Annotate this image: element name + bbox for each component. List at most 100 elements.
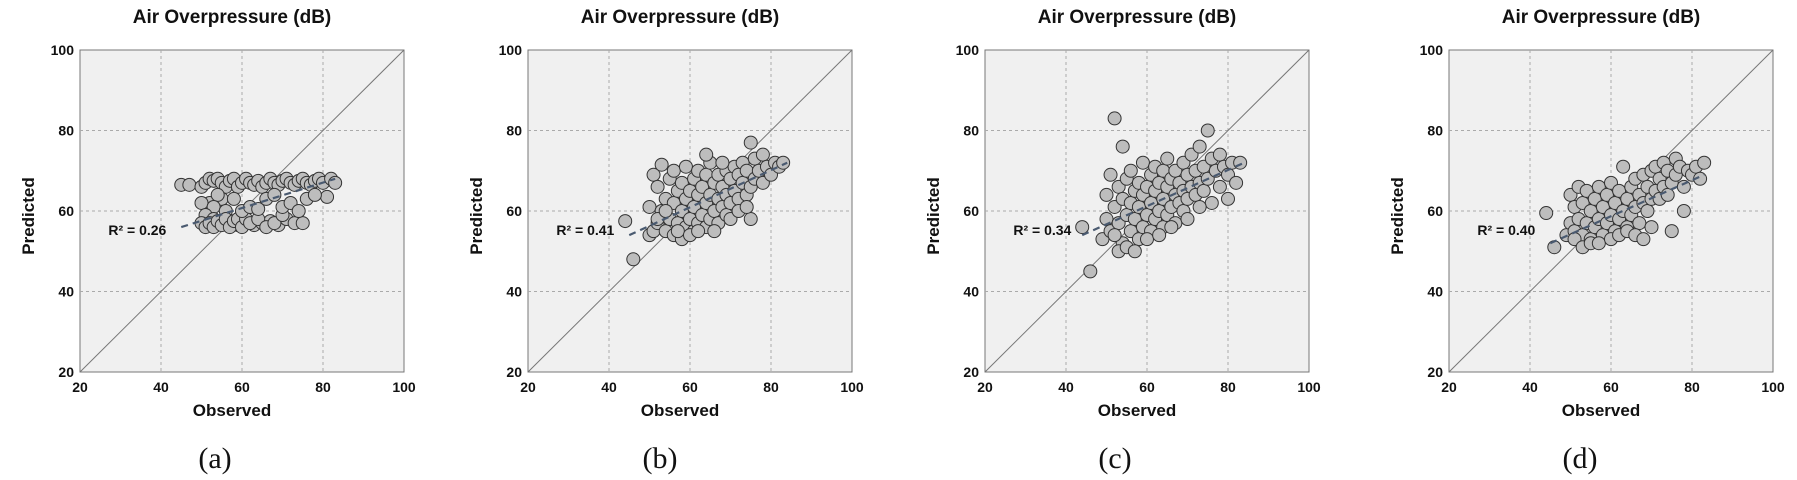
- data-point: [1229, 175, 1244, 190]
- data-point: [1152, 228, 1167, 243]
- data-point: [739, 199, 754, 214]
- data-point: [1212, 147, 1227, 162]
- x-tick-label: 60: [682, 379, 698, 395]
- r-squared-label: R² = 0.40: [1477, 222, 1535, 238]
- y-tick-label: 80: [963, 123, 979, 139]
- chart-title: Air Overpressure (dB): [133, 7, 332, 28]
- data-point: [1233, 155, 1248, 170]
- data-point: [626, 252, 641, 267]
- data-point: [194, 195, 209, 210]
- y-axis-label: Predicted: [19, 177, 38, 254]
- x-tick-label: 100: [1761, 379, 1785, 395]
- data-point: [1192, 139, 1207, 154]
- scatter-panel-c: 20 20 40 40 60 60 80 80 100 100 R² = 0.34 Air Overp…: [905, 0, 1335, 430]
- data-point: [328, 175, 343, 190]
- data-point: [1135, 155, 1150, 170]
- x-tick-label: 40: [153, 379, 169, 395]
- y-axis-label: Predicted: [1388, 177, 1407, 254]
- y-tick-label: 60: [963, 203, 979, 219]
- data-point: [1099, 187, 1114, 202]
- trend-line: [1081, 161, 1245, 237]
- x-tick-label: 20: [72, 379, 88, 395]
- x-tick-label: 80: [1684, 379, 1700, 395]
- data-point: [650, 179, 665, 194]
- y-tick-label: 40: [506, 284, 522, 300]
- r-squared-label: R² = 0.26: [108, 222, 166, 238]
- y-tick-label: 40: [58, 284, 74, 300]
- y-axis-label: Predicted: [924, 177, 943, 254]
- data-point: [1697, 155, 1712, 170]
- scatter-panel-a: 20 20 40 40 60 60 80 80 100 100 R² = 0.26 Air Overp…: [0, 0, 430, 430]
- y-tick-label: 100: [51, 42, 75, 58]
- y-tick-label: 60: [58, 203, 74, 219]
- data-point: [670, 224, 685, 239]
- data-point: [715, 155, 730, 170]
- x-tick-label: 20: [977, 379, 993, 395]
- data-point: [1636, 232, 1651, 247]
- caption-a: (a): [198, 442, 232, 475]
- data-point: [1664, 224, 1679, 239]
- data-point: [1083, 264, 1098, 279]
- y-tick-label: 80: [58, 123, 74, 139]
- trend-line: [628, 161, 788, 237]
- data-point: [1140, 232, 1154, 247]
- x-tick-label: 40: [1058, 379, 1074, 395]
- caption-b: (b): [642, 442, 678, 475]
- y-tick-label: 80: [1427, 123, 1443, 139]
- x-tick-label: 60: [1603, 379, 1619, 395]
- y-tick-label: 20: [963, 364, 979, 380]
- x-tick-label: 100: [840, 379, 864, 395]
- data-point: [699, 147, 714, 162]
- data-point: [1160, 151, 1175, 166]
- y-tick-label: 60: [506, 203, 522, 219]
- x-tick-label: 40: [1522, 379, 1538, 395]
- chart-title: Air Overpressure (dB): [581, 7, 780, 28]
- data-point: [743, 212, 758, 227]
- caption-d: (d): [1562, 442, 1598, 475]
- data-point: [251, 201, 266, 216]
- x-axis-label: Observed: [193, 401, 271, 420]
- data-point: [618, 214, 633, 229]
- data-point: [1196, 183, 1211, 198]
- data-point: [1204, 195, 1219, 210]
- data-point: [755, 147, 770, 162]
- data-point: [1539, 206, 1554, 221]
- y-tick-label: 80: [506, 123, 522, 139]
- y-tick-label: 40: [963, 284, 979, 300]
- data-point: [658, 204, 673, 218]
- x-tick-label: 20: [520, 379, 536, 395]
- data-point: [691, 224, 706, 239]
- data-point: [1644, 220, 1659, 235]
- data-point: [1107, 228, 1122, 243]
- r-squared-label: R² = 0.41: [556, 222, 614, 238]
- data-point: [678, 159, 693, 174]
- data-point: [226, 191, 241, 206]
- data-point: [210, 187, 225, 202]
- data-point: [182, 177, 197, 192]
- x-tick-label: 40: [601, 379, 617, 395]
- y-axis-label: Predicted: [467, 177, 486, 254]
- scatter-panel-d: 20 20 40 40 60 60 80 80 100 100 R² = 0.40 Air Overp…: [1369, 0, 1797, 430]
- data-point: [1103, 167, 1118, 182]
- data-point: [1107, 111, 1122, 126]
- data-point: [1115, 139, 1130, 154]
- data-point: [1221, 191, 1235, 206]
- caption-c: (c): [1098, 442, 1132, 475]
- data-point: [1075, 220, 1090, 235]
- data-point: [1123, 163, 1138, 178]
- x-tick-label: 80: [315, 379, 331, 395]
- data-point: [1591, 236, 1606, 251]
- trend-line: [1549, 173, 1705, 245]
- data-point: [707, 224, 722, 239]
- y-tick-label: 100: [956, 42, 980, 58]
- x-tick-label: 20: [1441, 379, 1457, 395]
- data-point: [1212, 179, 1227, 194]
- data-point: [1192, 199, 1207, 214]
- y-tick-label: 100: [499, 42, 523, 58]
- y-tick-label: 20: [1427, 364, 1443, 380]
- data-point: [307, 187, 322, 202]
- data-point: [776, 155, 791, 170]
